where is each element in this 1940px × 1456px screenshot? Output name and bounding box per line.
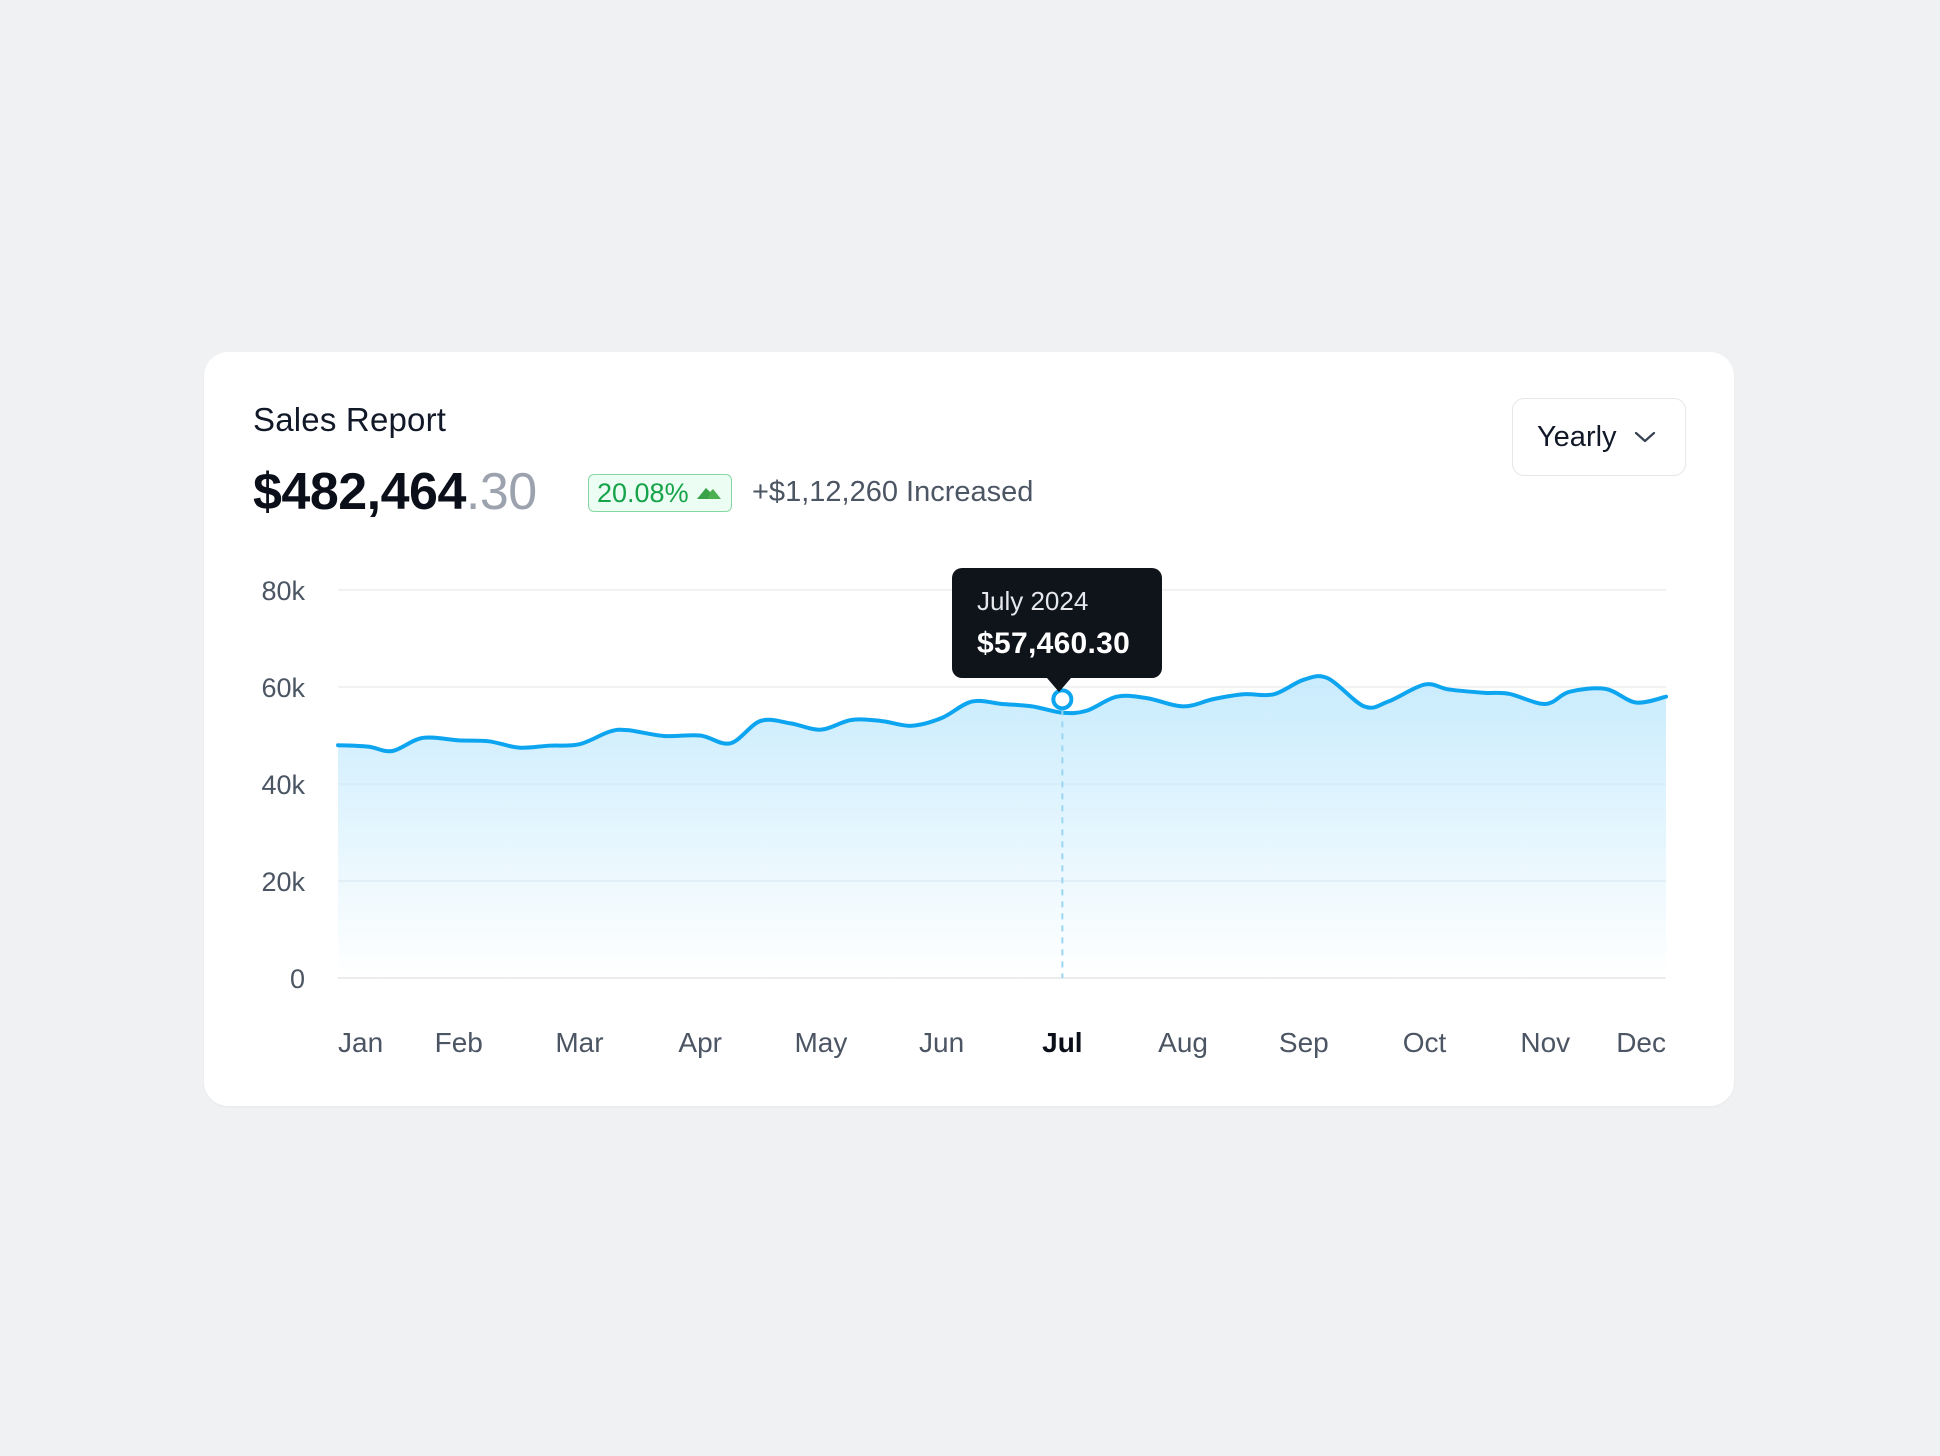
change-percent: 20.08% xyxy=(597,477,689,508)
period-dropdown[interactable]: Yearly xyxy=(1512,398,1686,476)
change-amount: +$1,12,260 Increased xyxy=(752,476,1034,508)
x-tick-label: Oct xyxy=(1403,1027,1447,1058)
chart-line xyxy=(336,674,1668,754)
x-tick-label: Feb xyxy=(435,1027,483,1058)
x-tick-label: Aug xyxy=(1158,1027,1208,1058)
x-tick-label: Dec xyxy=(1616,1027,1666,1058)
x-tick-label: Apr xyxy=(678,1027,722,1058)
tooltip-value: $57,460.30 xyxy=(977,627,1131,660)
y-tick-label: 20k xyxy=(261,867,305,897)
x-tick-label: May xyxy=(794,1027,847,1058)
chevron-down-icon xyxy=(1634,431,1655,443)
tooltip-date: July 2024 xyxy=(977,586,1089,616)
y-tick-label: 60k xyxy=(261,673,305,703)
y-tick-label: 40k xyxy=(261,770,305,800)
sales-report-card: Sales Report $482,464.30 20.08% +$1,12,2… xyxy=(204,352,1734,1106)
x-tick-label: Jun xyxy=(919,1027,964,1058)
x-tick-label: Nov xyxy=(1520,1027,1570,1058)
x-tick-label: Mar xyxy=(555,1027,603,1058)
period-selected: Yearly xyxy=(1537,420,1617,453)
chart-area xyxy=(338,676,1666,978)
card-title: Sales Report xyxy=(253,401,447,438)
y-tick-label: 0 xyxy=(290,964,305,994)
total-sales-main: $482,464 xyxy=(253,463,466,521)
x-tick-label: Jan xyxy=(338,1027,383,1058)
total-sales: $482,464.30 xyxy=(253,462,537,522)
y-tick-label: 80k xyxy=(261,576,305,606)
total-sales-cents: .30 xyxy=(465,463,537,521)
x-tick-label: Jul xyxy=(1042,1027,1082,1058)
chart-tooltip: July 2024 $57,460.30 xyxy=(952,568,1162,692)
change-badge: 20.08% xyxy=(588,474,732,512)
trend-up-icon xyxy=(696,488,721,499)
x-tick-label: Sep xyxy=(1279,1027,1329,1058)
highlight-point[interactable] xyxy=(1051,688,1074,711)
